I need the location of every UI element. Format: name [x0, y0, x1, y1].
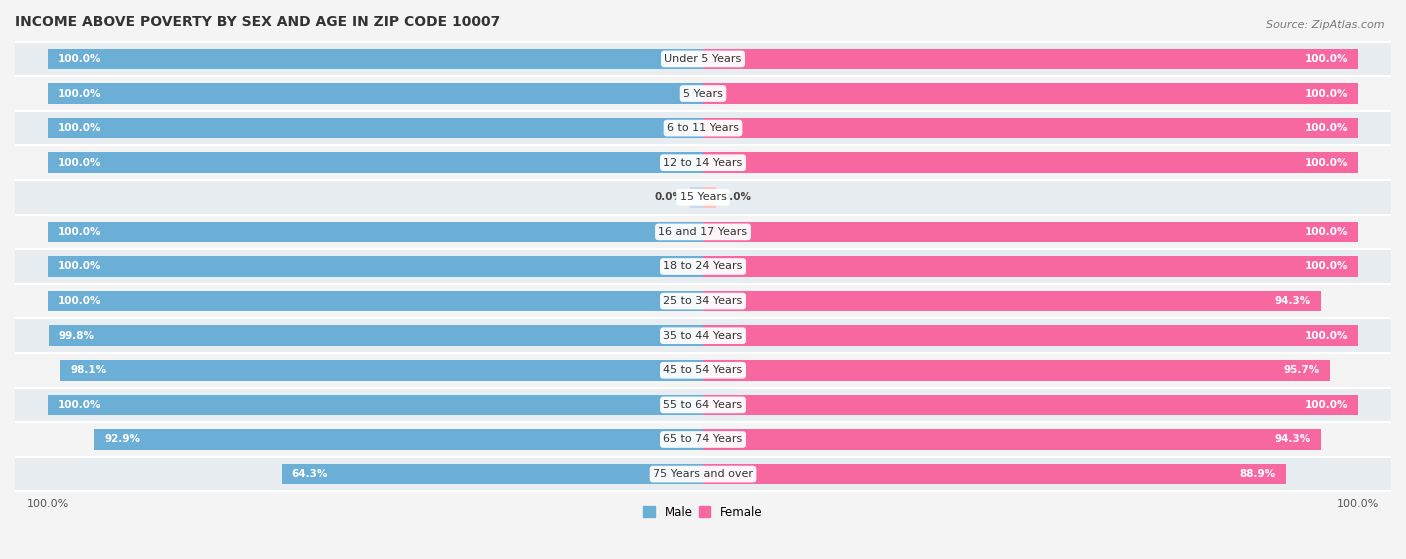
- Text: 95.7%: 95.7%: [1284, 365, 1320, 375]
- Bar: [48, 291, 703, 311]
- Text: 98.1%: 98.1%: [70, 365, 107, 375]
- Bar: [48, 256, 703, 277]
- Text: 88.9%: 88.9%: [1240, 469, 1275, 479]
- Bar: [703, 291, 1320, 311]
- Bar: [60, 360, 703, 381]
- Text: 18 to 24 Years: 18 to 24 Years: [664, 262, 742, 272]
- Bar: [48, 118, 703, 139]
- Text: 16 and 17 Years: 16 and 17 Years: [658, 227, 748, 237]
- Text: 15 Years: 15 Years: [679, 192, 727, 202]
- Text: 100.0%: 100.0%: [1305, 227, 1348, 237]
- Text: 0.0%: 0.0%: [723, 192, 752, 202]
- Bar: [15, 457, 1391, 491]
- Bar: [48, 221, 703, 242]
- Bar: [703, 360, 1330, 381]
- Text: 0.0%: 0.0%: [654, 192, 683, 202]
- Bar: [703, 429, 1320, 450]
- Text: 64.3%: 64.3%: [291, 469, 328, 479]
- Bar: [15, 249, 1391, 284]
- Bar: [703, 464, 1285, 485]
- Bar: [15, 284, 1391, 319]
- Bar: [15, 319, 1391, 353]
- Bar: [703, 221, 1358, 242]
- Bar: [15, 353, 1391, 387]
- Text: 100.0%: 100.0%: [1305, 158, 1348, 168]
- Text: 100.0%: 100.0%: [58, 88, 101, 98]
- Bar: [703, 49, 1358, 69]
- Bar: [15, 180, 1391, 215]
- Bar: [281, 464, 703, 485]
- Text: 100.0%: 100.0%: [58, 262, 101, 272]
- Text: 35 to 44 Years: 35 to 44 Years: [664, 331, 742, 340]
- Text: 100.0%: 100.0%: [58, 296, 101, 306]
- Text: 12 to 14 Years: 12 to 14 Years: [664, 158, 742, 168]
- Bar: [703, 395, 1358, 415]
- Text: 55 to 64 Years: 55 to 64 Years: [664, 400, 742, 410]
- Text: 100.0%: 100.0%: [1305, 400, 1348, 410]
- Text: 75 Years and over: 75 Years and over: [652, 469, 754, 479]
- Bar: [48, 153, 703, 173]
- Text: 100.0%: 100.0%: [1305, 262, 1348, 272]
- Text: 100.0%: 100.0%: [1305, 123, 1348, 133]
- Text: 45 to 54 Years: 45 to 54 Years: [664, 365, 742, 375]
- Text: 100.0%: 100.0%: [58, 54, 101, 64]
- Text: Source: ZipAtlas.com: Source: ZipAtlas.com: [1267, 20, 1385, 30]
- Text: INCOME ABOVE POVERTY BY SEX AND AGE IN ZIP CODE 10007: INCOME ABOVE POVERTY BY SEX AND AGE IN Z…: [15, 15, 501, 29]
- Text: 25 to 34 Years: 25 to 34 Years: [664, 296, 742, 306]
- Text: 94.3%: 94.3%: [1275, 434, 1310, 444]
- Bar: [15, 111, 1391, 145]
- Text: 100.0%: 100.0%: [1305, 88, 1348, 98]
- Bar: [703, 83, 1358, 104]
- Bar: [15, 76, 1391, 111]
- Bar: [49, 325, 703, 346]
- Text: 65 to 74 Years: 65 to 74 Years: [664, 434, 742, 444]
- Text: 5 Years: 5 Years: [683, 88, 723, 98]
- Text: 100.0%: 100.0%: [58, 123, 101, 133]
- Bar: [15, 41, 1391, 76]
- Bar: [94, 429, 703, 450]
- Bar: [703, 118, 1358, 139]
- Bar: [48, 395, 703, 415]
- Bar: [48, 83, 703, 104]
- Bar: [15, 145, 1391, 180]
- Bar: [703, 153, 1358, 173]
- Text: 99.8%: 99.8%: [59, 331, 94, 340]
- Bar: [15, 387, 1391, 422]
- Text: 100.0%: 100.0%: [1305, 331, 1348, 340]
- Bar: [15, 422, 1391, 457]
- Bar: [703, 256, 1358, 277]
- Legend: Male, Female: Male, Female: [638, 501, 768, 523]
- Text: 100.0%: 100.0%: [58, 158, 101, 168]
- Text: 100.0%: 100.0%: [58, 227, 101, 237]
- Bar: [703, 325, 1358, 346]
- Text: 6 to 11 Years: 6 to 11 Years: [666, 123, 740, 133]
- Text: Under 5 Years: Under 5 Years: [665, 54, 741, 64]
- Bar: [690, 187, 703, 208]
- Bar: [703, 187, 716, 208]
- Text: 100.0%: 100.0%: [1305, 54, 1348, 64]
- Bar: [15, 215, 1391, 249]
- Text: 94.3%: 94.3%: [1275, 296, 1310, 306]
- Text: 100.0%: 100.0%: [58, 400, 101, 410]
- Bar: [48, 49, 703, 69]
- Text: 92.9%: 92.9%: [104, 434, 141, 444]
